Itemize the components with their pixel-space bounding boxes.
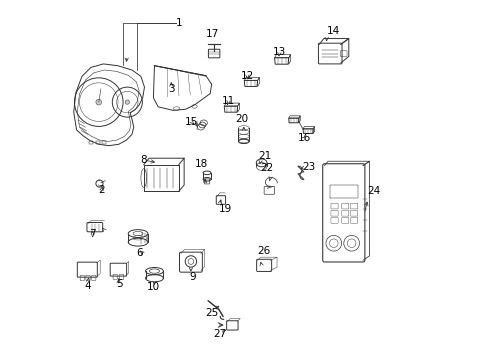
- Text: 14: 14: [326, 26, 339, 36]
- Text: 18: 18: [194, 159, 207, 169]
- Text: 6: 6: [136, 248, 143, 258]
- Text: 8: 8: [140, 155, 147, 165]
- Text: 23: 23: [302, 162, 315, 172]
- Text: 27: 27: [213, 329, 226, 339]
- Text: 16: 16: [297, 133, 310, 143]
- Text: 21: 21: [257, 151, 270, 161]
- Text: 9: 9: [189, 272, 196, 282]
- Text: 22: 22: [260, 163, 273, 173]
- Text: 26: 26: [257, 247, 270, 256]
- Text: 20: 20: [235, 114, 248, 124]
- Text: 2: 2: [98, 185, 105, 195]
- Text: 17: 17: [205, 29, 219, 39]
- Text: 25: 25: [204, 308, 218, 318]
- Text: 13: 13: [272, 47, 285, 57]
- Text: 24: 24: [366, 186, 380, 197]
- Text: 5: 5: [116, 279, 122, 289]
- Text: 19: 19: [219, 203, 232, 213]
- Circle shape: [96, 99, 102, 105]
- Text: 7: 7: [89, 229, 96, 239]
- Text: 11: 11: [222, 96, 235, 107]
- Text: 15: 15: [184, 117, 198, 127]
- Text: 1: 1: [176, 18, 183, 28]
- Text: 4: 4: [84, 281, 90, 291]
- Text: 12: 12: [240, 71, 253, 81]
- Circle shape: [125, 100, 129, 104]
- Text: 10: 10: [147, 282, 160, 292]
- Text: 3: 3: [167, 84, 174, 94]
